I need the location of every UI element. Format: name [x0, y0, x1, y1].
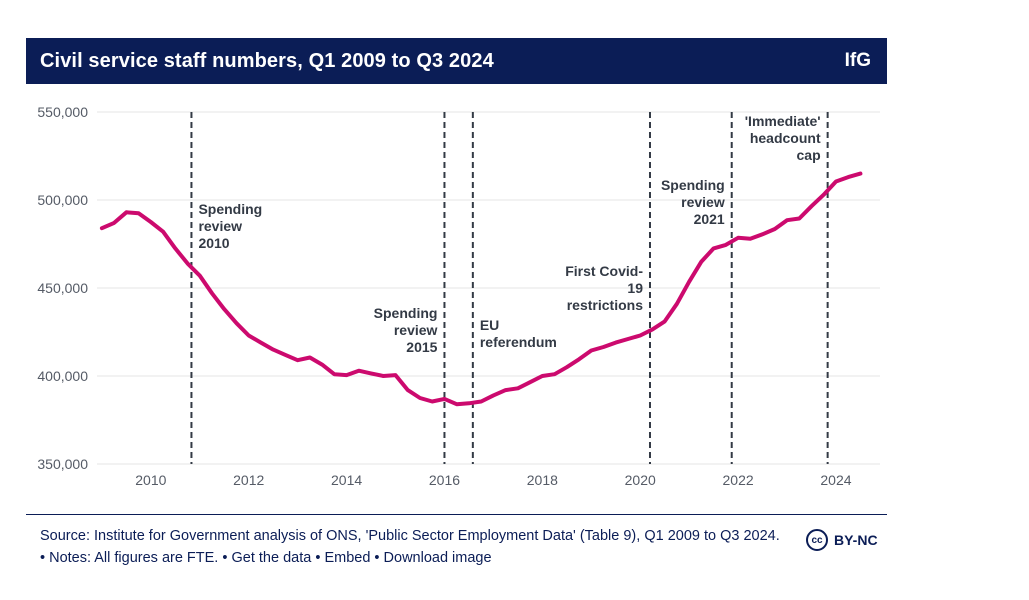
event-label: First Covid-	[565, 263, 643, 279]
event-label: Spending	[198, 201, 262, 217]
source-text: Source: Institute for Government analysi…	[40, 528, 780, 544]
event-label: Spending	[374, 305, 438, 321]
brand-logo: IfG	[844, 50, 871, 71]
y-tick-label: 500,000	[37, 192, 88, 208]
source-note: Source: Institute for Government analysi…	[40, 528, 780, 566]
x-tick-label: 2024	[820, 472, 851, 488]
line-chart: 350,000 400,000 450,000 500,000 550,000 2010 2…	[37, 104, 880, 488]
event-label: review	[394, 322, 438, 338]
event-label: 'Immediate'	[745, 113, 821, 129]
y-tick-label: 550,000	[37, 104, 88, 120]
event-label: review	[198, 218, 242, 234]
event-label: cap	[797, 147, 821, 163]
event-label: 19	[627, 280, 643, 296]
event-label: referendum	[480, 334, 557, 350]
series-line	[99, 171, 863, 407]
event-label: 2010	[198, 235, 229, 251]
event-label: Spending	[661, 177, 725, 193]
event-label: 2015	[406, 339, 437, 355]
notes-text: Notes: All figures are FTE.	[49, 550, 219, 566]
footer-divider	[26, 514, 887, 515]
x-tick-label: 2016	[429, 472, 460, 488]
download-image-link[interactable]: Download image	[383, 550, 492, 566]
x-tick-label: 2014	[331, 472, 362, 488]
event-label: EU	[480, 317, 499, 333]
get-data-link[interactable]: Get the data	[231, 550, 312, 566]
chart-title: Civil service staff numbers, Q1 2009 to …	[40, 49, 494, 72]
y-tick-label: 400,000	[37, 368, 88, 384]
license-badge[interactable]: cc BY-NC	[806, 529, 878, 551]
x-tick-label: 2012	[233, 472, 264, 488]
x-tick-label: 2022	[723, 472, 754, 488]
embed-link[interactable]: Embed	[324, 550, 371, 566]
chart-header: Civil service staff numbers, Q1 2009 to …	[26, 38, 887, 84]
creative-commons-icon: cc	[806, 529, 828, 551]
y-tick-label: 350,000	[37, 456, 88, 472]
x-tick-label: 2020	[625, 472, 656, 488]
x-tick-label: 2018	[527, 472, 558, 488]
license-label: BY-NC	[834, 532, 878, 548]
event-label: 2021	[694, 211, 725, 227]
y-tick-label: 450,000	[37, 280, 88, 296]
event-label: review	[681, 194, 725, 210]
x-tick-label: 2010	[135, 472, 166, 488]
event-label: restrictions	[567, 297, 643, 313]
event-label: headcount	[750, 130, 821, 146]
